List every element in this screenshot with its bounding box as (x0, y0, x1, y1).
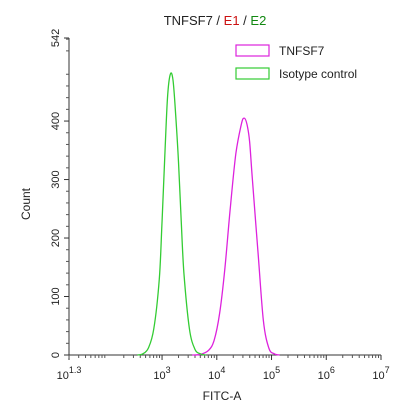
legend-label-0: TNFSF7 (279, 44, 325, 58)
x-tick-exponent: 5 (275, 365, 280, 375)
legend: TNFSF7 Isotype control (235, 44, 357, 81)
series-layer (137, 72, 280, 356)
y-tick-label-400: 400 (50, 112, 62, 130)
y-axis: 0 100 200 300 400 542 (50, 29, 69, 358)
chart-title: TNFSF7 / E1 / E2 (164, 13, 267, 28)
x-tick-label-3: 105 (263, 365, 280, 382)
x-tick-exponent: 1.3 (69, 365, 82, 375)
x-tick-exponent: 7 (385, 365, 390, 375)
y-axis-label: Count (19, 187, 33, 220)
legend-swatch-0 (235, 44, 270, 57)
x-tick-exponent: 6 (330, 365, 335, 375)
x-tick-label-1: 103 (153, 365, 170, 382)
x-tick-label-2: 104 (208, 365, 225, 382)
legend-label-1: Isotype control (279, 67, 357, 81)
x-axis: 101.3 103 104 105 106 107 (57, 355, 390, 382)
x-tick-base: 10 (372, 370, 384, 382)
x-tick-base: 10 (263, 370, 275, 382)
y-tick-label-542: 542 (50, 29, 62, 47)
title-part-0: TNFSF7 (164, 13, 213, 28)
y-tick-label-300: 300 (50, 170, 62, 188)
y-tick-label-0: 0 (50, 352, 62, 358)
x-tick-base: 10 (57, 370, 69, 382)
y-tick-label-200: 200 (50, 229, 62, 247)
x-tick-base: 10 (153, 370, 165, 382)
title-part-4: E2 (250, 13, 266, 28)
title-part-2: E1 (224, 13, 240, 28)
x-axis-label: FITC-A (203, 389, 242, 403)
x-tick-label-4: 106 (318, 365, 335, 382)
x-tick-base: 10 (318, 370, 330, 382)
x-tick-exponent: 3 (166, 365, 171, 375)
x-tick-label-5: 107 (372, 365, 389, 382)
series-line-isotype-control (137, 72, 206, 356)
series-line-tnfsf7 (192, 117, 280, 356)
x-tick-label-0: 101.3 (57, 365, 82, 382)
y-tick-label-100: 100 (50, 287, 62, 305)
title-part-1: / (213, 13, 224, 28)
title-part-3: / (240, 13, 251, 28)
legend-swatch-1 (235, 67, 270, 80)
plot-frame (68, 38, 381, 356)
x-tick-base: 10 (208, 370, 220, 382)
x-tick-exponent: 4 (220, 365, 225, 375)
